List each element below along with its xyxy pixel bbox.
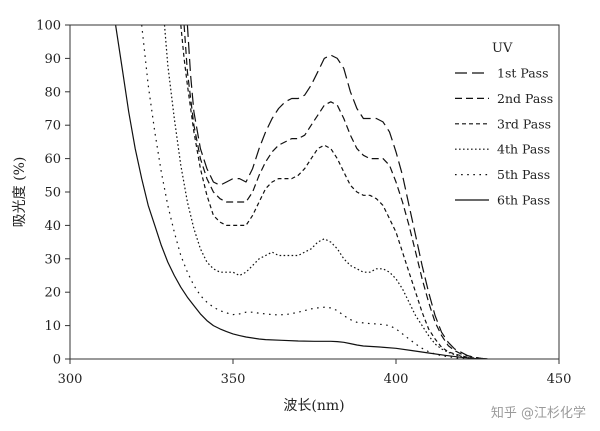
series-line-4-pass <box>163 25 488 359</box>
legend-label: 3rd Pass <box>497 116 551 131</box>
legend-title: UV <box>492 41 513 56</box>
legend-label: 1st Pass <box>497 66 549 81</box>
series-line-3-pass <box>180 25 488 359</box>
x-tick-label: 300 <box>58 372 83 387</box>
y-tick-label: 20 <box>44 286 61 301</box>
series-line-6-pass <box>115 25 488 359</box>
legend-label: 2nd Pass <box>497 91 553 106</box>
x-tick-label: 450 <box>547 372 572 387</box>
y-tick-label: 0 <box>53 353 61 368</box>
y-axis-label: 吸光度 (%) <box>12 157 28 228</box>
y-tick-label: 100 <box>36 19 61 34</box>
y-tick-label: 60 <box>44 152 61 167</box>
watermark: 知乎 @江杉化学 <box>490 406 586 421</box>
y-tick-label: 70 <box>44 119 61 134</box>
plot-frame <box>69 24 560 360</box>
y-tick-label: 90 <box>44 52 61 67</box>
series-line-2-pass <box>183 25 488 359</box>
legend-label: 5th Pass <box>497 167 550 182</box>
y-tick-label: 50 <box>44 186 61 201</box>
series-line-1-pass <box>186 25 488 359</box>
y-tick-label: 10 <box>44 319 61 334</box>
x-tick-label: 350 <box>221 372 246 387</box>
series-line-5-pass <box>141 25 488 359</box>
x-axis-label: 波长(nm) <box>283 398 344 414</box>
y-tick-label: 30 <box>44 252 61 267</box>
y-tick-label: 80 <box>44 85 61 100</box>
legend-label: 4th Pass <box>497 142 550 157</box>
legend-label: 6th Pass <box>497 193 550 208</box>
ticks-layer: 300 350 400 450 0 10 20 30 40 50 60 70 80 90 100 <box>36 19 571 388</box>
legend: UV 1st Pass 2nd Pass 3rd Pass 4th Pass 5th P… <box>455 41 553 208</box>
series-layer <box>115 25 488 359</box>
y-tick-label: 40 <box>44 219 61 234</box>
x-tick-label: 400 <box>384 372 409 387</box>
